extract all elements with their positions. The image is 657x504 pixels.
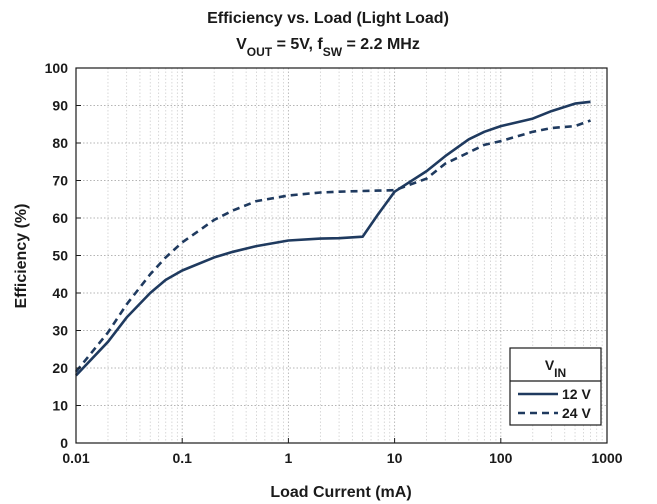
x-axis-label: Load Current (mA) — [270, 484, 411, 501]
y-tick-label: 70 — [52, 173, 68, 189]
chart-title-group: Efficiency vs. Load (Light Load) VOUT = … — [207, 10, 449, 59]
y-tick-label: 10 — [52, 398, 68, 414]
y-tick-label: 40 — [52, 285, 68, 301]
y-tick-label: 100 — [45, 60, 69, 76]
x-tick-label: 0.1 — [172, 450, 192, 466]
legend-label-12v: 12 V — [562, 386, 591, 402]
x-tick-label: 1 — [285, 450, 293, 466]
tick-labels: 0.01 0.1 1 10 100 1000 0 10 20 30 40 50 60 70 80 90 100 — [45, 60, 623, 466]
legend: VIN 12 V 24 V — [509, 347, 602, 426]
y-tick-label: 60 — [52, 210, 68, 226]
y-tick-label: 80 — [52, 135, 68, 151]
x-tick-label: 100 — [489, 450, 513, 466]
legend-title: VIN — [545, 357, 566, 380]
series-line-24v — [74, 119, 591, 373]
y-tick-label: 0 — [60, 435, 68, 451]
y-tick-label: 50 — [52, 248, 68, 264]
y-tick-label: 20 — [52, 360, 68, 376]
series-layer — [74, 100, 591, 377]
legend-label-24v: 24 V — [562, 405, 591, 421]
x-tick-label: 1000 — [591, 450, 622, 466]
y-axis-label: Efficiency (%) — [13, 204, 30, 309]
chart-subtitle: VOUT = 5V, fSW = 2.2 MHz — [236, 36, 420, 59]
series-line-12v — [75, 100, 591, 377]
x-tick-label: 10 — [387, 450, 403, 466]
y-tick-label: 30 — [52, 323, 68, 339]
plot-axes — [75, 67, 608, 444]
y-tick-label: 90 — [52, 98, 68, 114]
chart-title: Efficiency vs. Load (Light Load) — [207, 10, 449, 27]
x-tick-label: 0.01 — [62, 450, 89, 466]
